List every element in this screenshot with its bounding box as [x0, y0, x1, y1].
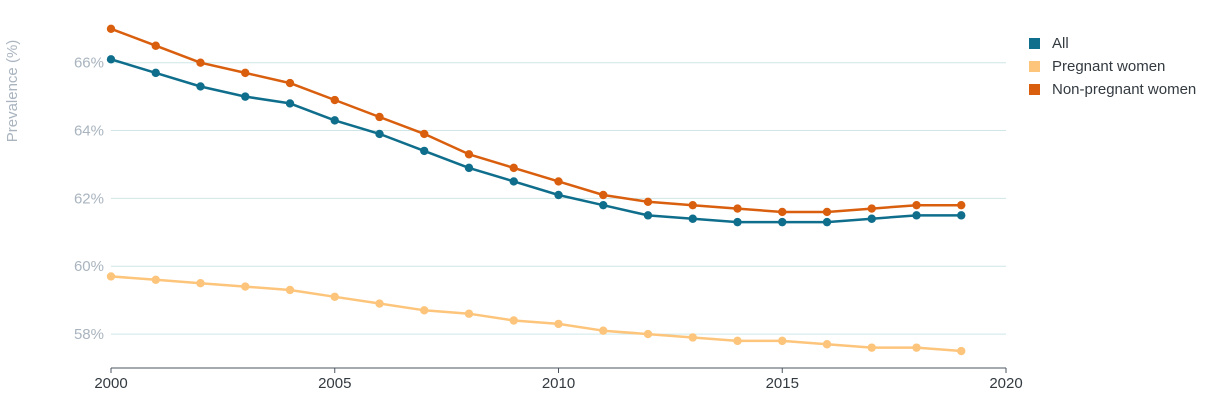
series-line-non-pregnant-women: [109, 27, 963, 214]
legend-swatch-all: [1029, 38, 1040, 49]
data-point-non-pregnant-women[interactable]: [778, 207, 787, 217]
data-point-non-pregnant-women[interactable]: [688, 200, 697, 210]
y-tick-label: 58%: [74, 326, 104, 343]
data-point-non-pregnant-women[interactable]: [375, 112, 384, 122]
data-point-non-pregnant-women[interactable]: [554, 177, 563, 186]
data-point-non-pregnant-women[interactable]: [464, 150, 474, 159]
data-point-all[interactable]: [509, 177, 518, 186]
legend-label-non-pregnant-women: Non-pregnant women: [1052, 81, 1197, 98]
data-point-non-pregnant-women[interactable]: [643, 197, 653, 206]
data-point-all[interactable]: [822, 217, 832, 227]
data-point-non-pregnant-women[interactable]: [106, 24, 116, 33]
data-point-pregnant-women[interactable]: [554, 319, 563, 329]
y-tick-label: 64%: [74, 123, 104, 140]
data-point-pregnant-women[interactable]: [464, 309, 474, 318]
legend-item-all[interactable]: All: [1029, 32, 1196, 55]
data-point-non-pregnant-women[interactable]: [285, 78, 295, 88]
legend-item-non-pregnant-women[interactable]: Non-pregnant women: [1029, 78, 1196, 101]
data-point-all[interactable]: [241, 92, 250, 101]
data-point-pregnant-women[interactable]: [241, 282, 250, 291]
data-point-all[interactable]: [688, 214, 697, 223]
data-point-non-pregnant-women[interactable]: [241, 68, 250, 78]
data-point-pregnant-women[interactable]: [330, 292, 339, 301]
data-point-pregnant-women[interactable]: [375, 299, 384, 308]
legend-item-pregnant-women[interactable]: Pregnant women: [1029, 55, 1196, 78]
data-point-non-pregnant-women[interactable]: [330, 95, 339, 105]
data-point-all[interactable]: [151, 68, 160, 78]
data-point-all[interactable]: [196, 82, 205, 91]
data-point-pregnant-women[interactable]: [106, 272, 116, 281]
data-point-pregnant-women[interactable]: [196, 278, 205, 288]
data-point-all[interactable]: [464, 163, 474, 173]
data-point-non-pregnant-women[interactable]: [867, 204, 876, 213]
series-line-all: [109, 58, 963, 224]
data-point-all[interactable]: [733, 217, 742, 227]
data-point-pregnant-women[interactable]: [509, 316, 518, 325]
x-tick-label: 2015: [766, 375, 799, 392]
data-point-all[interactable]: [957, 211, 966, 220]
data-point-non-pregnant-women[interactable]: [509, 163, 518, 173]
data-point-non-pregnant-women[interactable]: [196, 58, 205, 67]
data-point-pregnant-women[interactable]: [957, 346, 966, 356]
y-axis-label: Prevalence (%): [4, 40, 21, 143]
data-point-all[interactable]: [554, 190, 563, 200]
data-point-pregnant-women[interactable]: [778, 336, 787, 346]
data-point-pregnant-women[interactable]: [733, 336, 742, 346]
data-point-pregnant-women[interactable]: [912, 343, 921, 352]
data-point-non-pregnant-women[interactable]: [733, 204, 742, 213]
x-tick-label: 2020: [989, 375, 1022, 392]
data-point-all[interactable]: [285, 99, 295, 108]
data-point-all[interactable]: [330, 116, 339, 125]
legend-swatch-pregnant-women: [1029, 61, 1040, 72]
x-tick-label: 2010: [542, 375, 575, 392]
data-point-pregnant-women[interactable]: [822, 340, 832, 349]
y-tick-label: 66%: [74, 55, 104, 72]
data-point-all[interactable]: [599, 200, 608, 210]
data-point-pregnant-women[interactable]: [599, 326, 608, 335]
legend: All Pregnant women Non-pregnant women: [1029, 32, 1196, 101]
data-point-pregnant-women[interactable]: [285, 285, 295, 295]
data-point-pregnant-women[interactable]: [420, 306, 429, 315]
data-point-all[interactable]: [643, 211, 653, 220]
data-point-all[interactable]: [912, 211, 921, 220]
x-tick-label: 2005: [318, 375, 351, 392]
data-point-non-pregnant-women[interactable]: [151, 41, 160, 50]
data-point-all[interactable]: [420, 146, 429, 156]
data-point-pregnant-women[interactable]: [151, 275, 160, 285]
data-point-non-pregnant-women[interactable]: [912, 200, 921, 210]
data-point-all[interactable]: [778, 217, 787, 227]
data-point-non-pregnant-women[interactable]: [599, 190, 608, 200]
legend-label-pregnant-women: Pregnant women: [1052, 58, 1166, 75]
y-tick-label: 62%: [74, 190, 104, 207]
data-point-non-pregnant-women[interactable]: [957, 200, 966, 210]
data-point-all[interactable]: [106, 55, 116, 64]
data-point-pregnant-women[interactable]: [867, 343, 876, 352]
data-point-pregnant-women[interactable]: [643, 329, 653, 339]
series-line-pregnant-women: [109, 275, 963, 353]
data-point-non-pregnant-women[interactable]: [822, 207, 832, 217]
y-tick-label: 60%: [74, 258, 104, 275]
data-point-pregnant-women[interactable]: [688, 333, 697, 342]
legend-label-all: All: [1052, 35, 1069, 52]
data-point-all[interactable]: [375, 129, 384, 139]
x-tick-label: 2000: [94, 375, 127, 392]
data-point-all[interactable]: [867, 214, 876, 223]
data-point-non-pregnant-women[interactable]: [420, 129, 429, 139]
legend-swatch-non-pregnant-women: [1029, 84, 1040, 95]
